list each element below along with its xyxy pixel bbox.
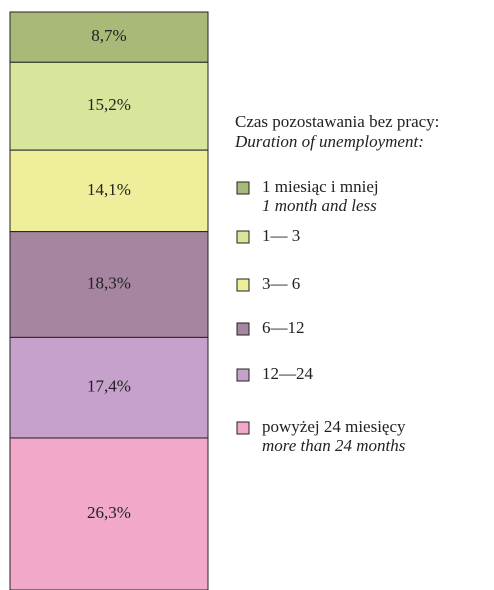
bar-segment: [9, 149, 209, 233]
legend-label: 6—12: [262, 318, 305, 337]
legend-label: 3— 6: [262, 274, 300, 293]
bar-segment: [9, 336, 209, 439]
legend-label: 1— 3: [262, 226, 300, 245]
legend-swatch: [236, 322, 250, 336]
value-label: 15,2%: [87, 95, 131, 114]
legend-sublabel: more than 24 months: [262, 436, 406, 455]
bar-segment: [9, 231, 209, 338]
legend-swatch: [236, 368, 250, 382]
value-label: 8,7%: [91, 26, 126, 45]
value-label: 14,1%: [87, 180, 131, 199]
legend-label: 1 miesiąc i mniej: [262, 177, 379, 196]
legend-swatch: [236, 181, 250, 195]
bar-segment: [9, 61, 209, 151]
legend-swatch: [236, 421, 250, 435]
bar-segment: [9, 437, 209, 590]
bar-segment: [9, 11, 209, 63]
legend-subtitle: Duration of unemployment:: [234, 132, 424, 151]
value-label: 17,4%: [87, 377, 131, 396]
legend-label: 12—24: [262, 364, 314, 383]
value-label: 18,3%: [87, 273, 131, 292]
legend-sublabel: 1 month and less: [262, 196, 377, 215]
legend-swatch: [236, 230, 250, 244]
legend-title: Czas pozostawania bez pracy:: [235, 112, 439, 131]
value-label: 26,3%: [87, 503, 131, 522]
legend-swatch: [236, 278, 250, 292]
legend-label: powyżej 24 miesięcy: [262, 417, 406, 436]
